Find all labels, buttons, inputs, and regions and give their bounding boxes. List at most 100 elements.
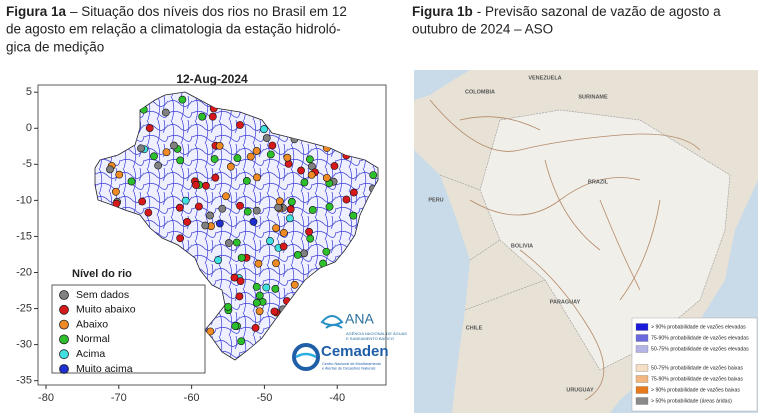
station-dot <box>279 242 288 251</box>
station-dot <box>236 201 244 210</box>
x-tick-label: -50 <box>256 392 272 404</box>
station-dot <box>293 251 302 259</box>
station-dot <box>178 95 187 104</box>
station-dot <box>181 196 190 205</box>
station-dot <box>369 171 378 179</box>
station-dot <box>230 273 239 282</box>
legend-label: Abaixo <box>76 318 108 330</box>
station-dot <box>266 237 274 245</box>
legend-swatch <box>635 334 649 342</box>
country-label: CHILE <box>466 325 483 331</box>
ana-sub: E SANEAMENTO BÁSICO <box>346 336 394 341</box>
station-dot <box>279 228 288 237</box>
legend-swatch <box>635 397 649 405</box>
legend-label: > 90% probabilidade de vazões elevadas <box>651 324 746 330</box>
station-dot <box>287 197 296 206</box>
station-dot <box>154 161 163 170</box>
legend-label: Acima <box>76 348 105 360</box>
caption-line: gica de medição <box>6 40 104 55</box>
station-dot <box>208 112 217 121</box>
country-label: COLOMBIA <box>465 89 495 95</box>
cemaden-logo: Cemaden Centro Nacional de Monitoramento… <box>292 343 389 371</box>
station-dot <box>237 337 246 346</box>
station-dot <box>255 307 264 316</box>
country-label: URUGUAY <box>566 387 594 393</box>
station-dot <box>266 150 275 159</box>
cemaden-sub: Centro Nacional de Monitoramento <box>322 362 381 366</box>
station-dot <box>251 323 260 332</box>
station-dot <box>175 203 184 212</box>
station-dot <box>144 208 153 217</box>
station-dot <box>232 238 241 247</box>
station-dot <box>138 197 147 206</box>
legend-swatch <box>59 304 69 315</box>
station-dot <box>236 121 244 129</box>
legend-swatch <box>59 349 69 360</box>
station-dot <box>106 165 114 174</box>
y-tick-label: -10 <box>16 194 32 206</box>
legend-label: 50-75% probabilidade de vazões baixas <box>651 365 743 371</box>
station-dot <box>252 298 261 307</box>
y-tick-label: 0 <box>26 122 32 134</box>
station-dot <box>330 162 339 170</box>
legend-swatch <box>59 364 69 374</box>
cemaden-name: Cemaden <box>321 343 389 360</box>
station-dot <box>255 291 264 300</box>
station-dot <box>308 206 317 214</box>
caption-label: Figura 1a <box>6 4 67 19</box>
station-dot <box>206 211 214 220</box>
station-dot <box>225 239 233 247</box>
caption-text: - Previsão sazonal de vazão de agosto a <box>477 4 721 19</box>
station-dot <box>176 156 185 165</box>
legend-box <box>51 284 206 374</box>
station-dot <box>237 253 246 262</box>
station-dot <box>201 221 210 230</box>
station-dot <box>275 197 284 206</box>
station-dot <box>268 141 277 150</box>
legend-label: > 50% probabilidade (áreas áridas) <box>651 398 732 404</box>
y-tick-label: -20 <box>16 266 32 278</box>
station-dot <box>235 292 244 301</box>
station-dot <box>286 214 294 223</box>
legend-swatch <box>635 323 649 331</box>
country-label: PERU <box>428 197 443 203</box>
legend-label: Normal <box>76 333 110 345</box>
station-dot <box>262 134 271 142</box>
station-dot <box>286 205 295 214</box>
legend-swatch <box>59 290 69 300</box>
y-tick-label: -35 <box>16 375 32 387</box>
station-dot <box>243 207 252 216</box>
caption-line: outubro de 2024 – ASO <box>412 22 553 37</box>
cemaden-sub: e Alertas de Desastres Naturais <box>322 367 375 371</box>
station-dot <box>272 259 280 268</box>
station-dot <box>214 256 223 265</box>
legend: Sem dados Muito abaixo Abaixo Normal Acima Mu… <box>59 289 136 375</box>
station-dot <box>342 195 351 204</box>
station-dot <box>297 166 305 175</box>
station-dot <box>300 249 308 258</box>
station-dot <box>222 192 230 201</box>
country-label: SURINAME <box>578 94 608 100</box>
station-dot <box>271 284 280 293</box>
country-label: BRAZIL <box>588 179 609 185</box>
legend-swatch <box>59 319 69 330</box>
station-dot <box>246 152 255 161</box>
station-dot <box>242 177 251 185</box>
country-label: BOLIVIA <box>511 243 533 249</box>
station-dot <box>233 154 242 162</box>
station-dot <box>325 202 334 211</box>
legend-swatch <box>59 334 69 345</box>
axes: -80 -70 -60 -50 -40 5 0 -5 -10 -15 -20 -25 -30 -35 <box>16 86 345 404</box>
station-dot <box>194 202 203 211</box>
station-dot <box>210 155 219 163</box>
station-dot <box>115 170 124 179</box>
station-dot <box>111 187 120 196</box>
station-dot <box>198 112 207 121</box>
station-dot <box>202 181 210 190</box>
station-dot <box>322 173 331 182</box>
station-dot <box>252 206 261 215</box>
legend-title: Nível do rio <box>72 268 132 280</box>
country-label: VENEZUELA <box>528 75 561 81</box>
station-dot <box>162 148 171 157</box>
station-dot <box>307 171 316 179</box>
